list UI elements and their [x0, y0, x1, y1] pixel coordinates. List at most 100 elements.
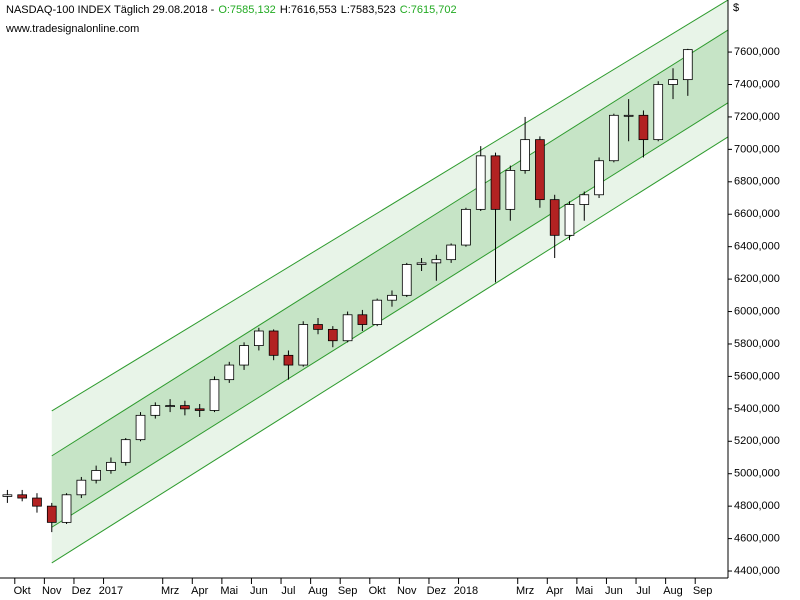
y-tick-label: 4800,000	[734, 500, 780, 512]
x-tick-label: Mrz	[161, 585, 179, 597]
candle-body	[668, 79, 678, 85]
candle-body	[254, 330, 264, 346]
subtitle: www.tradesignalonline.com	[5, 23, 139, 35]
x-tick-label: Apr	[546, 585, 563, 597]
candle-body	[283, 354, 294, 366]
candle-body	[505, 170, 516, 210]
y-tick-label: 5000,000	[734, 468, 780, 480]
candle-body	[490, 155, 501, 210]
candle-body	[298, 324, 309, 366]
channel-line	[51, 0, 729, 412]
candle-body	[327, 328, 338, 342]
candle-body	[357, 314, 368, 325]
candle-body	[623, 114, 634, 117]
x-tick-label: 2018	[454, 585, 478, 597]
candle-body	[564, 204, 575, 236]
candle-body	[594, 160, 604, 196]
x-tick-label: Sep	[693, 585, 713, 597]
candle-body	[91, 470, 101, 481]
x-tick-label: Nov	[397, 585, 417, 597]
candle-body	[372, 299, 383, 325]
candle-body	[520, 139, 530, 171]
candle-body	[180, 405, 190, 410]
x-tick-label: Mrz	[516, 585, 534, 597]
candle-body	[609, 114, 619, 162]
channel-line	[51, 29, 729, 457]
y-tick-label: 7200,000	[734, 111, 780, 123]
y-tick-label: 7600,000	[734, 46, 780, 58]
x-tick-label: Dez	[427, 585, 447, 597]
x-tick-label: Mai	[575, 585, 593, 597]
chart-title: NASDAQ-100 INDEX Täglich	[6, 4, 149, 16]
candle-body	[653, 84, 664, 141]
candle-body	[239, 345, 249, 366]
candle-body	[579, 194, 590, 205]
x-tick-label: Dez	[72, 585, 92, 597]
candle-body	[268, 330, 279, 356]
candle-body	[431, 259, 442, 264]
candle-body	[61, 494, 72, 523]
candle-body	[342, 314, 353, 342]
y-tick-label: 5800,000	[734, 338, 780, 350]
y-tick-label: 5400,000	[734, 403, 780, 415]
y-tick-label: 6400,000	[734, 241, 780, 253]
channel-line	[51, 102, 729, 528]
y-tick-label: 7400,000	[734, 78, 780, 90]
candle-body	[46, 505, 57, 523]
x-tick-label: Jun	[250, 585, 268, 597]
y-tick-label: 7000,000	[734, 143, 780, 155]
candle-body	[387, 294, 397, 301]
y-tick-label: 5200,000	[734, 435, 780, 447]
x-tick-label: Okt	[14, 585, 31, 597]
candle-body	[76, 479, 87, 496]
x-tick-label: Aug	[308, 585, 328, 597]
candle-body	[638, 114, 649, 141]
x-tick-label: Sep	[338, 585, 358, 597]
candle-body	[135, 414, 146, 441]
candle-body	[535, 139, 545, 201]
candle-body	[313, 324, 323, 330]
x-tick-label: Aug	[663, 585, 683, 597]
candle-body	[2, 494, 13, 497]
plot-area	[51, 0, 729, 564]
y-tick-label: 5600,000	[734, 370, 780, 382]
candle-body	[401, 264, 412, 296]
x-tick-label: Jun	[605, 585, 623, 597]
quote-value: L:7583,523	[341, 4, 396, 16]
candle-body	[32, 497, 42, 507]
candle-body	[120, 439, 131, 463]
y-tick-label: 4600,000	[734, 532, 780, 544]
quote-value: O:7585,132	[218, 4, 276, 16]
x-tick-label: Nov	[42, 585, 62, 597]
header: NASDAQ-100 INDEX Täglich 29.08.2018 - O:7…	[6, 4, 457, 16]
candle-body	[682, 49, 693, 81]
y-tick-label: 6800,000	[734, 176, 780, 188]
candle-body	[549, 199, 560, 236]
candle-body	[224, 364, 235, 381]
quote-value: H:7616,553	[280, 4, 337, 16]
candle-body	[165, 405, 175, 408]
x-tick-label: Mai	[220, 585, 238, 597]
channel-band	[51, 30, 728, 528]
y-tick-label: 6600,000	[734, 208, 780, 220]
candle-body	[150, 405, 161, 416]
x-tick-label: Jul	[281, 585, 295, 597]
channel-line	[51, 136, 729, 564]
candle-body	[194, 408, 205, 411]
candle-body	[475, 155, 486, 210]
y-tick-label: 6000,000	[734, 305, 780, 317]
x-tick-label: Apr	[191, 585, 208, 597]
x-tick-label: Jul	[636, 585, 650, 597]
candle-body	[17, 494, 28, 499]
x-tick-label: Okt	[369, 585, 386, 597]
x-tick-label: 2017	[99, 585, 123, 597]
candle-body	[461, 208, 471, 246]
candle-body	[416, 262, 427, 265]
date: 29.08.2018 -	[153, 4, 215, 16]
candle-body	[446, 244, 456, 261]
currency: $	[733, 2, 739, 14]
quote-value: C:7615,702	[400, 4, 457, 16]
candle-body	[209, 379, 220, 411]
y-tick-label: 4400,000	[734, 565, 780, 577]
